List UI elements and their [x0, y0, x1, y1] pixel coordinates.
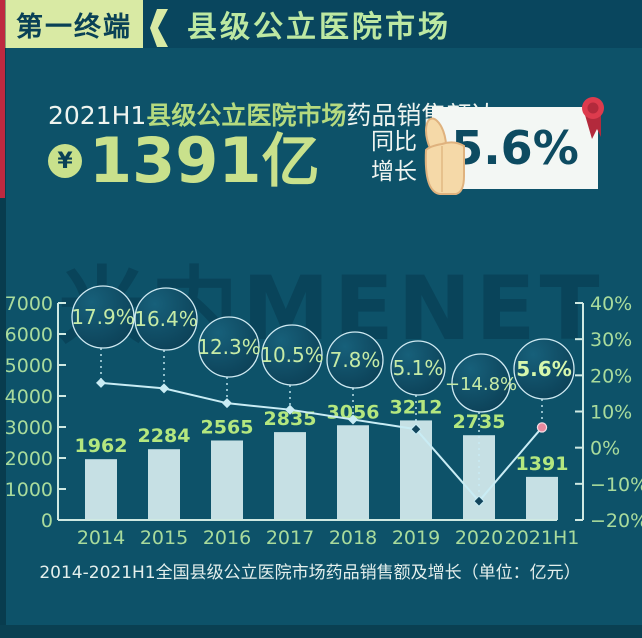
growth-line-markers	[96, 377, 548, 507]
bubble-label-2018: 7.8%	[330, 348, 381, 372]
ytick-left-2000: 2000	[5, 448, 53, 470]
xtick-2021H1: 2021H1	[505, 527, 580, 549]
x-axis-labels: 2014 2015 2016 2017 2018 2019 2020 2021H1	[77, 527, 580, 549]
xtick-2018: 2018	[329, 527, 377, 549]
bar-2018	[337, 425, 369, 520]
bar-2017	[274, 432, 306, 520]
left-edge-shadow	[0, 0, 6, 638]
terminal-badge-label: 第一终端	[16, 11, 132, 43]
ytick-left-3000: 3000	[5, 417, 53, 439]
axis-left-labels: 0 1000 2000 3000 4000 5000 6000 7000	[5, 293, 53, 532]
growth-line	[100, 381, 543, 503]
axis-right-labels: −20% −10% 0% 10% 20% 30% 40%	[590, 293, 642, 532]
bubble-2015	[134, 287, 198, 351]
footer-band	[0, 625, 642, 638]
bar-value-2020: 2735	[453, 411, 506, 433]
terminal-badge: 第一终端	[5, 0, 143, 48]
yoy-label: 同比 增长	[362, 127, 426, 187]
yoy-value: 5.6%	[451, 121, 579, 175]
bubble-2018	[326, 331, 384, 389]
bubble-label-2019: 5.1%	[393, 356, 444, 380]
bar-value-2021H1: 1391	[516, 453, 569, 475]
marker-2016	[222, 398, 232, 409]
growth-bubbles: 17.9% 16.4% 12.3% 10.5% 7.8% 5.1%−14.8%5.6%	[71, 285, 575, 413]
axes	[57, 302, 584, 521]
amount-unit: 亿	[261, 127, 320, 195]
bar-2014	[85, 459, 117, 520]
bubble-label-2021H1: 5.6%	[516, 357, 571, 381]
chart-caption: 2014-2021H1全国县级公立医院市场药品销售额及增长（单位：亿元）	[39, 563, 581, 583]
ytick-right-30: 30%	[590, 329, 632, 351]
ytick-right-0: 0%	[590, 438, 620, 460]
ytick-left-7000: 7000	[5, 293, 53, 315]
bubble-2016	[198, 316, 260, 378]
ytick-right-40: 40%	[590, 293, 632, 315]
yen-icon: ¥	[48, 144, 82, 178]
page-title: 县级公立医院市场	[187, 10, 451, 45]
ytick-left-1000: 1000	[5, 479, 53, 501]
bubble-label-2014: 17.9%	[71, 305, 135, 329]
bar-value-2014: 1962	[75, 435, 128, 457]
marker-2015	[159, 383, 169, 394]
bubble-label-2017: 10.5%	[260, 343, 324, 367]
bubble-2017	[261, 324, 323, 386]
ytick-right--10: −10%	[590, 474, 642, 496]
bar-value-2017: 2835	[264, 408, 317, 430]
ytick-right--20: −20%	[590, 510, 642, 532]
ytick-left-5000: 5000	[5, 355, 53, 377]
yoy-label-line2: 增长	[371, 159, 417, 185]
bar-2019	[400, 420, 432, 520]
header-bar: 第一终端 县级公立医院市场	[0, 0, 642, 48]
xtick-2019: 2019	[392, 527, 440, 549]
left-accent-strip	[0, 0, 5, 198]
bubble-label-2016: 12.3%	[197, 335, 261, 359]
marker-2020	[473, 495, 485, 507]
bubble-2020	[451, 353, 511, 413]
bar-value-2015: 2284	[138, 425, 191, 447]
stat-headline-prefix: 2021H1	[48, 101, 147, 130]
amount-display: ¥ 1391 亿	[48, 126, 320, 196]
bubble-label-2020: −14.8%	[445, 374, 517, 395]
marker-2014	[96, 377, 106, 388]
end-marker-2021H1	[536, 422, 548, 433]
bar-2021H1	[526, 476, 558, 520]
award-ribbon-icon	[582, 97, 604, 139]
bar-value-2019: 3212	[390, 396, 443, 418]
ytick-left-0: 0	[41, 510, 53, 532]
stat-headline-highlight: 县级公立医院市场	[146, 101, 347, 130]
hand-icon	[424, 117, 465, 195]
xtick-2016: 2016	[203, 527, 251, 549]
chevron-icon	[150, 9, 168, 47]
amount-value: 1391	[89, 124, 262, 197]
marker-2017	[285, 404, 295, 415]
xtick-2014: 2014	[77, 527, 125, 549]
bubble-label-2015: 16.4%	[134, 307, 198, 331]
ytick-right-20: 20%	[590, 365, 632, 387]
bar-2015	[148, 449, 180, 520]
marker-2019	[410, 423, 422, 435]
bubble-2014	[71, 285, 135, 349]
ytick-right-10: 10%	[590, 402, 632, 424]
ytick-left-4000: 4000	[5, 386, 53, 408]
bubble-2021H1	[513, 338, 575, 400]
bars	[85, 420, 558, 520]
ytick-left-6000: 6000	[5, 324, 53, 346]
bar-value-2016: 2565	[201, 416, 254, 438]
bar-2016	[211, 440, 243, 520]
marker-2018	[348, 414, 358, 425]
xtick-2020: 2020	[455, 527, 503, 549]
circle-connectors	[100, 348, 543, 502]
xtick-2017: 2017	[266, 527, 314, 549]
bar-2020	[463, 435, 495, 520]
yoy-label-line1: 同比	[371, 129, 417, 155]
xtick-2015: 2015	[140, 527, 188, 549]
bubble-2019	[390, 340, 446, 396]
